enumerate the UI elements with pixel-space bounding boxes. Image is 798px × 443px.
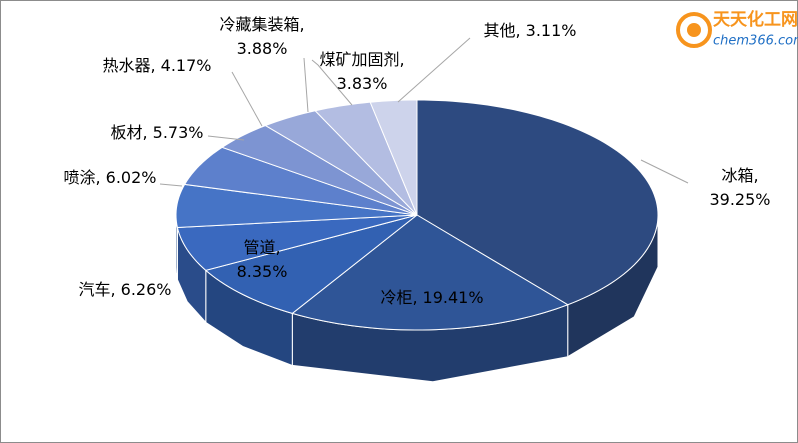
value-label: 6.26% xyxy=(121,280,172,299)
category-label: 冷藏集装箱 xyxy=(219,15,299,34)
value-label: 8.35% xyxy=(237,262,288,281)
label-separator: , xyxy=(111,280,116,299)
slice xyxy=(175,183,418,229)
slice xyxy=(369,99,418,216)
leader-line xyxy=(303,57,309,113)
value-label: 3.83% xyxy=(337,74,388,93)
category-label: 冷柜 xyxy=(380,288,412,307)
label-separator: , xyxy=(412,288,417,307)
leader-line xyxy=(159,183,183,187)
logo-icon-core xyxy=(687,23,701,37)
leader-line xyxy=(207,135,245,141)
data-label: 汽车, 6.26% xyxy=(79,280,172,299)
label-separator: , xyxy=(753,166,758,185)
slice xyxy=(264,110,418,216)
slice xyxy=(220,125,418,216)
data-label: 管道, 8.35% xyxy=(237,238,288,281)
category-label: 板材 xyxy=(111,123,143,142)
label-separator: , xyxy=(516,21,521,40)
category-label: 管道 xyxy=(243,238,275,257)
data-label: 煤矿加固剂, 3.83% xyxy=(319,50,404,93)
slice xyxy=(291,214,569,331)
category-label: 热水器 xyxy=(103,56,151,75)
labels: 冰箱, 39.25% 冷柜, 19.41% 管道, 8.35% 汽车, 6.26% 喷涂, 6.0… xyxy=(64,15,771,307)
logo-url: chem366.com xyxy=(713,34,798,49)
category-label: 冰箱 xyxy=(721,166,753,185)
logo-icon xyxy=(676,12,712,48)
leader-line xyxy=(397,37,471,103)
data-label: 板材, 5.73% xyxy=(111,123,204,142)
category-label: 煤矿加固剂 xyxy=(319,50,399,69)
data-label: 其他, 3.11% xyxy=(484,21,577,40)
category-label: 喷涂 xyxy=(64,168,96,187)
logo-title: 天天化工网 xyxy=(713,9,798,30)
value-label: 3.11% xyxy=(526,21,577,40)
slice xyxy=(314,101,418,216)
value-label: 6.02% xyxy=(106,168,157,187)
data-label: 热水器, 4.17% xyxy=(103,56,212,75)
value-label: 19.41% xyxy=(423,288,484,307)
category-label: 其他 xyxy=(484,21,516,40)
data-label: 冷柜, 19.41% xyxy=(380,288,483,307)
label-separator: , xyxy=(151,56,156,75)
leader-line xyxy=(640,159,689,184)
slice xyxy=(176,214,418,271)
data-label: 喷涂, 6.02% xyxy=(64,168,157,187)
value-label: 5.73% xyxy=(153,123,204,142)
label-separator: , xyxy=(299,15,304,34)
label-separator: , xyxy=(96,168,101,187)
value-label: 3.88% xyxy=(237,39,288,58)
category-label: 汽车 xyxy=(79,280,111,299)
label-separator: , xyxy=(275,238,280,257)
leader-line xyxy=(311,59,353,106)
label-separator: , xyxy=(399,50,404,69)
logo: 天天化工网 chem366.com xyxy=(676,9,798,49)
leader-line xyxy=(231,71,263,127)
pie-tops xyxy=(175,99,659,331)
data-label: 冰箱, 39.25% xyxy=(709,166,770,209)
slice xyxy=(416,99,659,306)
value-label: 39.25% xyxy=(709,190,770,209)
data-label: 冷藏集装箱, 3.88% xyxy=(219,15,304,58)
value-label: 4.17% xyxy=(161,56,212,75)
slice xyxy=(183,146,418,216)
label-separator: , xyxy=(143,123,148,142)
slice xyxy=(204,214,418,314)
